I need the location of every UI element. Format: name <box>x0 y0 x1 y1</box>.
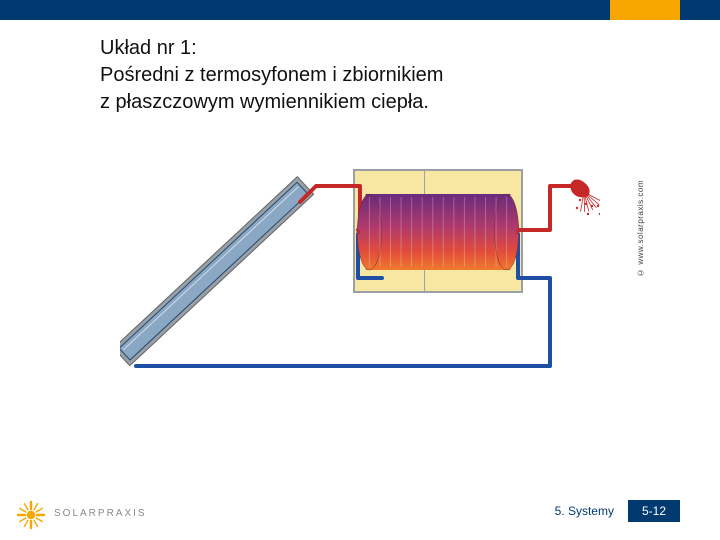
sun-icon <box>14 496 48 530</box>
brand-logo: SOLARPRAXIS <box>14 496 147 530</box>
brand-text: SOLARPRAXIS <box>54 508 147 519</box>
header-accent <box>610 0 680 20</box>
footer-section-label: 5. Systemy <box>545 500 624 522</box>
title-line-1: Układ nr 1: <box>100 35 443 62</box>
slide-title: Układ nr 1: Pośredni z termosyfonem i zb… <box>100 35 443 116</box>
footer: 5. Systemy 5-12 <box>545 500 680 522</box>
diagram <box>120 150 600 400</box>
diagram-svg <box>120 150 600 400</box>
footer-page-number: 5-12 <box>628 500 680 522</box>
image-credit: © www.solarpraxis.com <box>636 180 645 277</box>
title-line-2: Pośredni z termosyfonem i zbiornikiem <box>100 62 443 89</box>
title-line-3: z płaszczowym wymiennikiem ciepła. <box>100 89 443 116</box>
slide: Układ nr 1: Pośredni z termosyfonem i zb… <box>0 0 720 540</box>
